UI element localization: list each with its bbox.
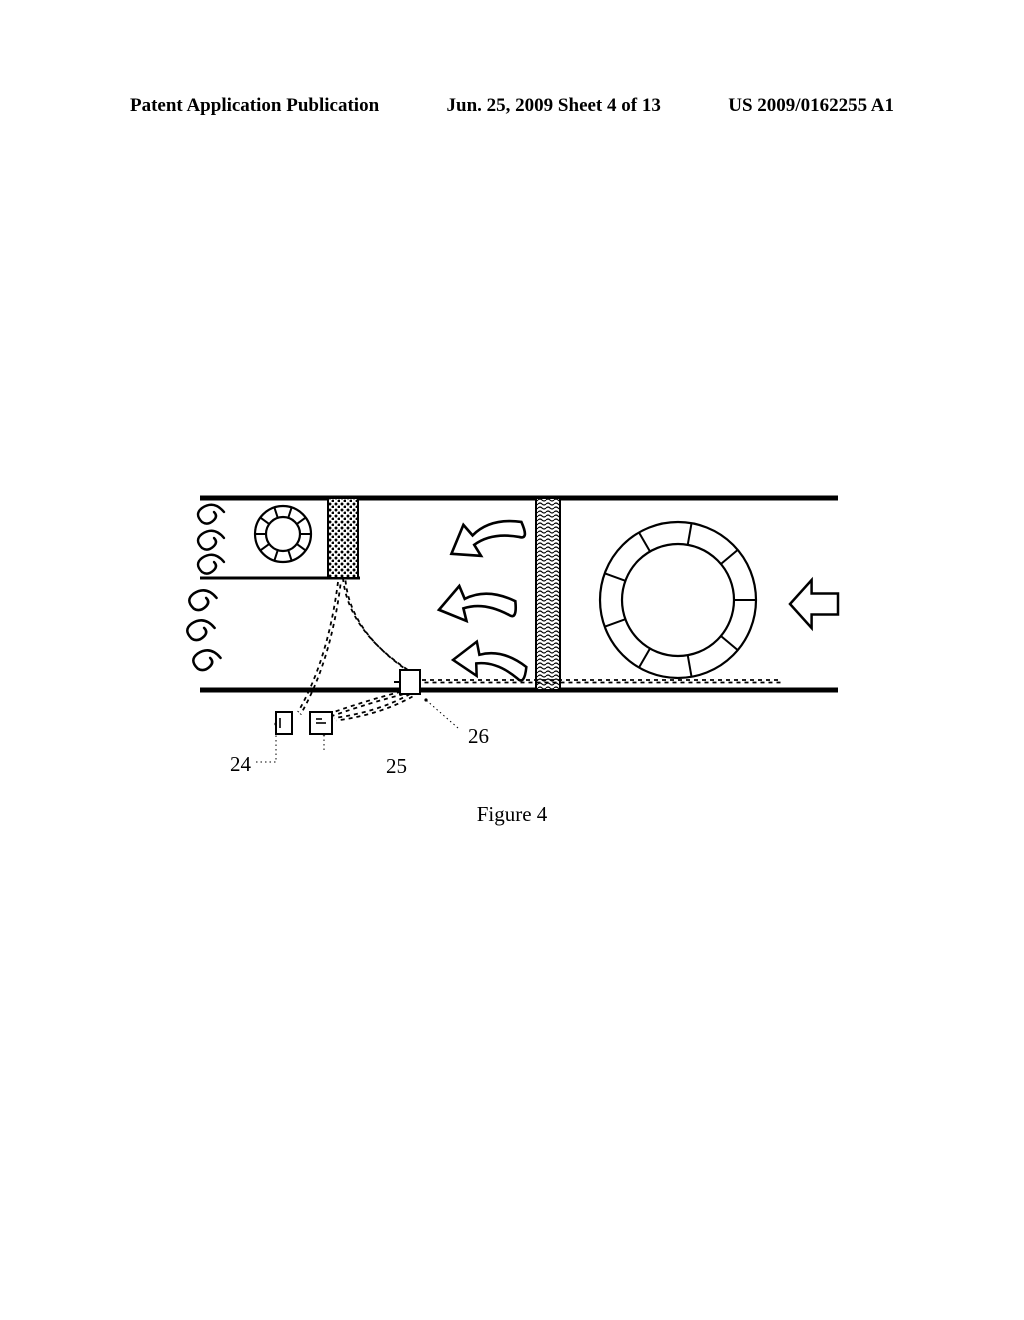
page-header: Patent Application Publication Jun. 25, …	[0, 95, 1024, 117]
header-right: US 2009/0162255 A1	[728, 95, 894, 117]
header-center: Jun. 25, 2009 Sheet 4 of 13	[447, 95, 661, 117]
reference-label-26: 26	[468, 724, 489, 749]
header-left: Patent Application Publication	[130, 95, 379, 117]
reference-label-25: 25	[386, 754, 407, 779]
figure-svg	[178, 490, 840, 780]
figure-caption: Figure 4	[0, 802, 1024, 827]
reference-label-24: 24	[230, 752, 251, 777]
figure-4: 24 25 26	[178, 490, 840, 780]
